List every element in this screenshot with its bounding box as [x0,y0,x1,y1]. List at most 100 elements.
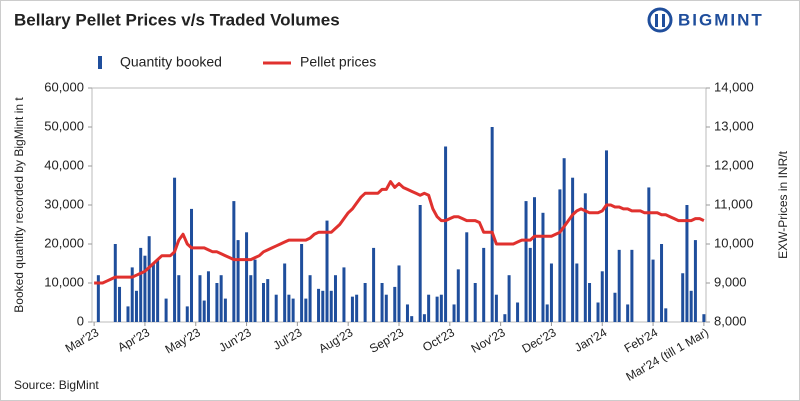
bar [384,294,388,322]
bar [410,316,414,322]
bar [588,283,592,322]
bar [452,304,456,322]
bar [223,298,227,322]
bar [545,304,549,322]
bar [164,298,168,322]
bar [435,296,439,322]
y-tick-label: 40,000 [44,157,84,172]
bar [253,259,257,322]
bar [604,150,608,322]
bar [583,193,587,322]
bar [681,273,685,322]
bar [118,286,122,322]
logo: BIGMINT [647,7,764,33]
bar [325,220,329,322]
bar [397,265,401,322]
logo-text: BIGMINT [678,10,764,29]
bar [490,127,494,322]
bar [139,247,143,322]
y-tick-label: 50,000 [44,118,84,133]
bar [249,275,253,322]
y2-tick-label: 10,000 [714,235,754,250]
bar [494,294,498,322]
bar [134,290,138,322]
bar [329,290,333,322]
bar [232,201,236,322]
bar [444,146,448,322]
bar [147,236,151,322]
bar [185,306,189,322]
bar [664,308,668,322]
legend-swatch [98,56,102,69]
y2-axis-label: EXW-Prices in INR/t [776,150,790,258]
bar [333,275,337,322]
bar [143,255,147,322]
bar [427,294,431,322]
bar [456,269,460,322]
bar [571,177,575,322]
bar [274,294,278,322]
bar [689,290,693,322]
bar [190,208,194,322]
bar [549,263,553,322]
bar [575,263,579,322]
bar [482,247,486,322]
bar [304,298,308,322]
bar [528,247,532,322]
bar [405,304,409,322]
bar [236,240,240,322]
y-tick-label: 0 [77,313,84,328]
y-axis-label: Booked quantity recorded by BigMint in t [12,97,26,313]
bar [393,286,397,322]
bar [465,232,469,322]
bar [651,259,655,322]
bar [321,290,325,322]
bar [151,263,155,322]
bar [422,314,426,322]
bar [617,249,621,322]
bar [600,271,604,322]
bar [693,240,697,322]
bar [342,267,346,322]
bar [473,283,477,322]
bar [533,197,537,322]
bar [177,275,181,322]
bar [202,300,206,322]
bar [418,205,422,322]
y2-tick-label: 13,000 [714,118,754,133]
bar [702,314,706,322]
bar [562,158,566,322]
y2-tick-label: 9,000 [714,274,747,289]
y-tick-label: 10,000 [44,274,84,289]
bar [363,283,367,322]
bar [266,279,270,322]
y2-tick-label: 14,000 [714,79,754,94]
bar [380,283,384,322]
bar [300,244,304,322]
bar [261,283,265,322]
logo-icon [647,7,673,33]
bar [291,298,295,322]
bar [685,205,689,322]
bar [626,304,630,322]
logo-icon [662,14,665,27]
bar [630,249,634,322]
bar [317,288,321,322]
bar [524,201,528,322]
bar [126,306,130,322]
bar [245,232,249,322]
y2-tick-label: 11,000 [714,196,753,211]
bar [613,292,617,322]
bar [198,275,202,322]
source: Source: BigMint [14,378,99,392]
chart-title: Bellary Pellet Prices v/s Traded Volumes [14,10,340,29]
bar [660,244,664,322]
bar [372,247,376,322]
bar [215,283,219,322]
y-tick-label: 30,000 [44,196,84,211]
bar [206,271,210,322]
legend-label: Quantity booked [120,54,222,70]
y2-tick-label: 8,000 [714,313,747,328]
